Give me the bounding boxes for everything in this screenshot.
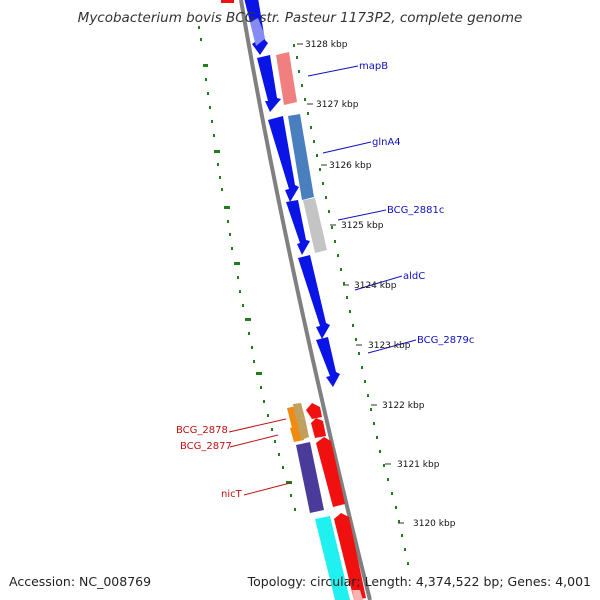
gene-arrow [286, 200, 310, 255]
glnA4-box [288, 114, 314, 200]
mapB-box [276, 52, 297, 105]
gene-arrow [315, 516, 350, 600]
accession-text: Accession: NC_008769 [9, 574, 152, 589]
gene-label-nicT[interactable]: nicT [221, 489, 243, 500]
gene-arrow [298, 255, 330, 339]
tick-label: 3124 kbp [354, 281, 397, 291]
gene-label-mapB[interactable]: mapB [359, 61, 388, 72]
tick-label: 3122 kbp [382, 401, 425, 411]
gene-arrow [306, 403, 322, 419]
tick-label: 3125 kbp [341, 221, 384, 231]
genome-summary: Topology: circular; Length: 4,374,522 bp… [247, 574, 591, 589]
gene-label-BCG_2881c[interactable]: BCG_2881c [387, 205, 444, 216]
forward-strand-genes [244, 0, 340, 387]
gene-arrow [268, 116, 299, 202]
gene-arrow [316, 337, 340, 387]
gc-track-right [293, 44, 409, 565]
tick-label: 3128 kbp [305, 40, 348, 50]
gene-arrow [334, 513, 366, 600]
gene-arrow [221, 0, 234, 3]
tick-label: 3123 kbp [368, 341, 411, 351]
tick-label: 3121 kbp [397, 460, 440, 470]
tick-marks [297, 43, 404, 524]
map-title: Mycobacterium bovis BCG str. Pasteur 117… [77, 10, 523, 26]
gene-arrow [257, 55, 281, 112]
gene-arrow [297, 418, 309, 440]
tick-label: 3126 kbp [329, 161, 372, 171]
gene-arrow [293, 403, 305, 420]
reverse-strand-genes [221, 0, 366, 600]
tick-labels: 3128 kbp 3127 kbp 3126 kbp 3125 kbp 3124… [305, 40, 456, 529]
tick-label: 3127 kbp [316, 100, 359, 110]
BCG_2881c-box [303, 198, 327, 253]
gene-arrow [311, 418, 326, 438]
gene-arrow [296, 442, 324, 513]
gc-track-left [198, 26, 296, 511]
leader-lines [228, 65, 417, 496]
gene-label-BCG_2879c[interactable]: BCG_2879c [417, 335, 474, 346]
gene-label-glnA4[interactable]: glnA4 [372, 137, 401, 148]
gene-arrow [250, 18, 266, 46]
gene-arrow [316, 437, 345, 507]
gene-arrow [352, 590, 363, 600]
tick-label: 3120 kbp [413, 519, 456, 529]
backbone-line [239, 0, 372, 600]
gene-labels: mapB glnA4 BCG_2881c aldC BCG_2879c BCG_… [176, 61, 474, 500]
gene-label-aldC[interactable]: aldC [403, 271, 425, 282]
gene-label-BCG_2877[interactable]: BCG_2877 [180, 441, 232, 452]
gene-label-BCG_2878[interactable]: BCG_2878 [176, 425, 228, 436]
